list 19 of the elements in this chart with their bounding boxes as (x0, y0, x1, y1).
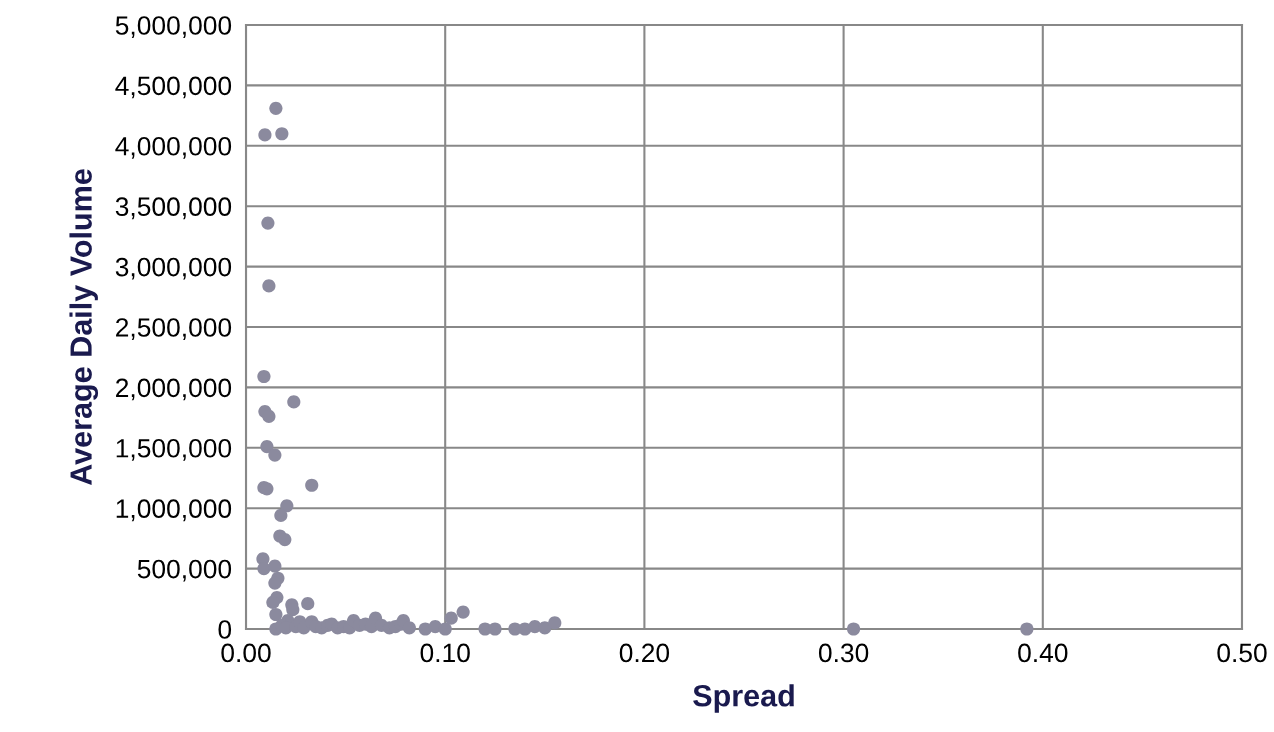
x-tick-label: 0.50 (1217, 643, 1267, 663)
y-tick-label: 500,000 (137, 559, 232, 582)
y-tick-label: 3,000,000 (115, 257, 232, 280)
x-tick-label: 0.20 (619, 643, 670, 663)
y-axis-title: Average Daily Volume (69, 169, 99, 486)
x-tick-label: 0.10 (420, 643, 470, 663)
x-tick-label: 0.00 (221, 643, 271, 663)
y-tick-label: 5,000,000 (115, 16, 232, 38)
x-tick-label: 0.40 (1018, 643, 1068, 663)
y-tick-label: 1,500,000 (116, 438, 232, 461)
x-tick-label: 0.30 (818, 643, 869, 663)
y-tick-label: 4,500,000 (115, 76, 232, 99)
y-tick-label: 2,000,000 (116, 378, 232, 401)
y-tick-label: 3,500,000 (115, 197, 232, 220)
y-tick-label: 2,500,000 (116, 318, 232, 340)
y-tick-label: 0 (218, 620, 232, 639)
x-axis-title: Spread (693, 684, 794, 713)
y-tick-label: 1,000,000 (116, 499, 232, 522)
y-tick-label: 4,000,000 (115, 136, 232, 159)
